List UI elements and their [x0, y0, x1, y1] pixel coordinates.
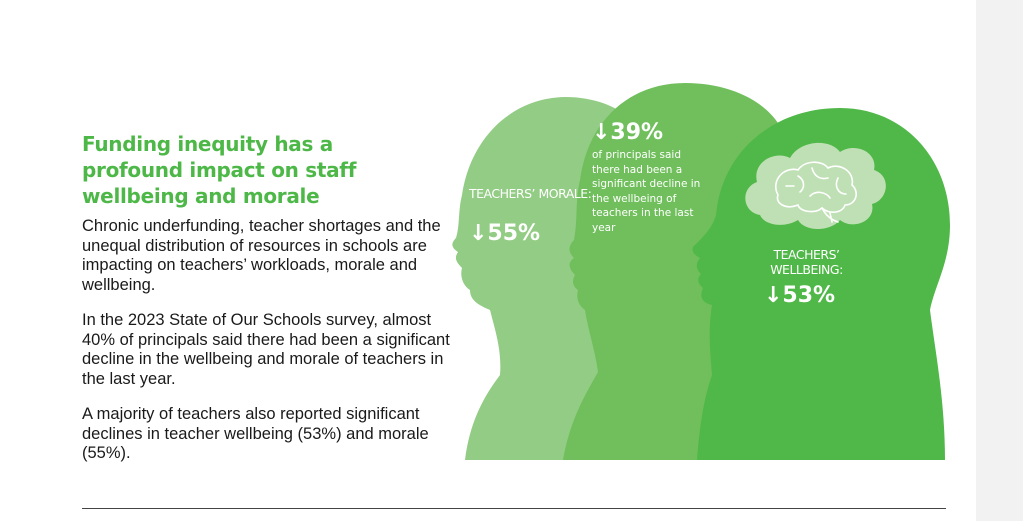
divider: [82, 508, 946, 509]
wellbeing-value: ↓53%: [764, 283, 836, 308]
paragraph: Chronic underfunding, teacher shortages …: [82, 217, 441, 294]
morale-label: TEACHERS’ MORALE:: [469, 186, 592, 201]
brain-icon: [745, 142, 886, 229]
principals-value: ↓39%: [592, 120, 664, 145]
morale-value: ↓55%: [469, 221, 541, 246]
principals-text: of principals said there had been a sign…: [592, 149, 701, 234]
paragraph: A majority of teachers also reported sig…: [82, 405, 429, 462]
paragraph: In the 2023 State of Our Schools survey,…: [82, 311, 450, 388]
wellbeing-label: TEACHERS’ WELLBEING:: [770, 247, 843, 277]
page-heading: Funding inequity has a profound impact o…: [82, 132, 357, 208]
side-gutter: [976, 0, 1023, 521]
